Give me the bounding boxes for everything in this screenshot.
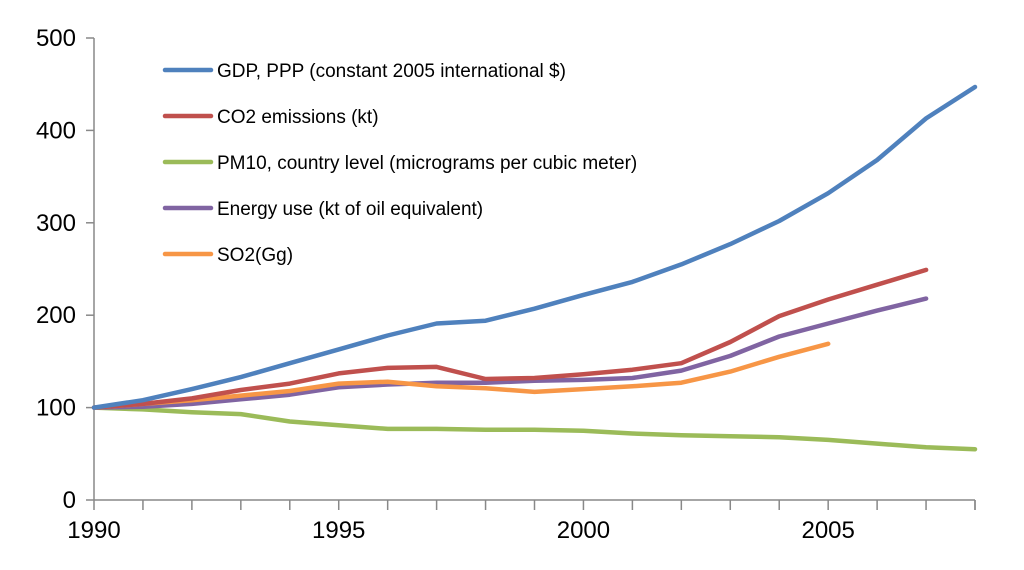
legend-item: Energy use (kt of oil equivalent) xyxy=(162,199,483,220)
y-tick-label: 300 xyxy=(36,210,76,237)
series-lines xyxy=(91,84,978,452)
series-line-4 xyxy=(91,296,929,410)
y-tick-label: 200 xyxy=(36,302,76,329)
legend-label: GDP, PPP (constant 2005 international $) xyxy=(217,61,566,82)
y-tick-label: 500 xyxy=(36,25,76,52)
x-tick-label: 1990 xyxy=(67,517,120,544)
legend-label: PM10, country level (micrograms per cubi… xyxy=(217,153,637,174)
legend-label: CO2 emissions (kt) xyxy=(217,107,379,128)
legend-item: GDP, PPP (constant 2005 international $) xyxy=(162,61,566,82)
legend-item: CO2 emissions (kt) xyxy=(162,107,379,128)
y-tick-label: 400 xyxy=(36,117,76,144)
y-tick-label: 100 xyxy=(36,395,76,422)
series-line-2 xyxy=(91,267,929,410)
y-axis: 0 100 200 300 400 500 xyxy=(36,25,95,514)
legend-label: Energy use (kt of oil equivalent) xyxy=(217,199,483,220)
x-axis: 1990 1995 2000 2005 xyxy=(67,499,976,544)
x-tick-label: 2000 xyxy=(557,517,610,544)
legend-item: PM10, country level (micrograms per cubi… xyxy=(162,153,637,174)
legend-item: SO2(Gg) xyxy=(162,245,293,266)
x-tick-label: 1995 xyxy=(312,517,365,544)
y-tick-label: 0 xyxy=(63,487,76,514)
series-line-3 xyxy=(91,405,978,452)
legend: GDP, PPP (constant 2005 international $)… xyxy=(162,61,637,266)
series-line-5 xyxy=(91,341,831,410)
series-line-1 xyxy=(91,84,978,410)
legend-label: SO2(Gg) xyxy=(217,245,293,266)
x-tick-label: 2005 xyxy=(801,517,854,544)
